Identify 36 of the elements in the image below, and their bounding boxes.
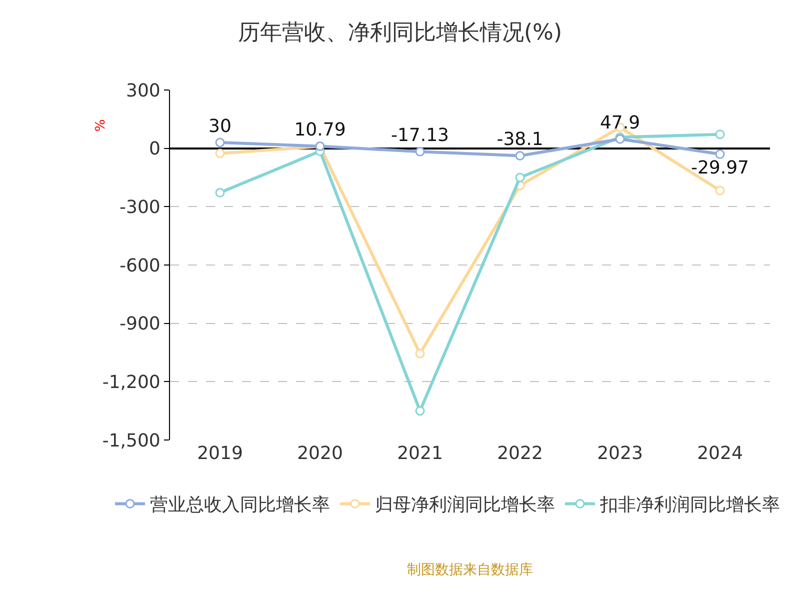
point (515, 150, 525, 160)
point (215, 138, 225, 148)
data-label: 47.9 (600, 112, 640, 134)
x-tick-label: 2021 (397, 443, 443, 464)
point (215, 148, 225, 158)
data-label: 30 (208, 116, 232, 137)
legend-label: 营业总收入同比增长率 (150, 494, 330, 516)
x-tick-label: 2024 (697, 443, 743, 464)
x-tick-label: 2019 (197, 443, 243, 464)
chart-title: 历年营收、净利同比增长情况(%) (238, 20, 562, 46)
point (415, 348, 425, 358)
point (515, 172, 525, 182)
y-tick-label: -1,200 (102, 372, 160, 393)
legend-label: 归母净利润同比增长率 (375, 494, 555, 516)
x-tick-label: 2022 (497, 443, 543, 464)
y-tick-label: -300 (120, 196, 160, 218)
y-tick-label: 0 (148, 138, 160, 160)
text: 制图数据来自数据库 (407, 562, 533, 578)
legend-label: 扣非净利润同比增长率 (599, 494, 780, 516)
y-tick-label: -900 (120, 314, 160, 335)
y-axis-title: % (94, 119, 108, 132)
point (715, 149, 725, 159)
point (715, 130, 725, 140)
y-tick-label: -1,500 (102, 430, 160, 452)
data-label: -29.97 (690, 158, 750, 179)
x-tick-label: 2020 (297, 443, 343, 464)
point (415, 146, 425, 156)
data-label: 10.79 (294, 120, 346, 141)
x-tick-label: 2023 (597, 443, 643, 464)
y-tick-label: -600 (120, 255, 160, 276)
data-label: -17.13 (390, 125, 450, 146)
point (415, 406, 425, 416)
point (215, 188, 225, 198)
data-label: -38.1 (496, 129, 544, 150)
point (715, 186, 725, 196)
y-tick-label: 300 (126, 80, 160, 102)
